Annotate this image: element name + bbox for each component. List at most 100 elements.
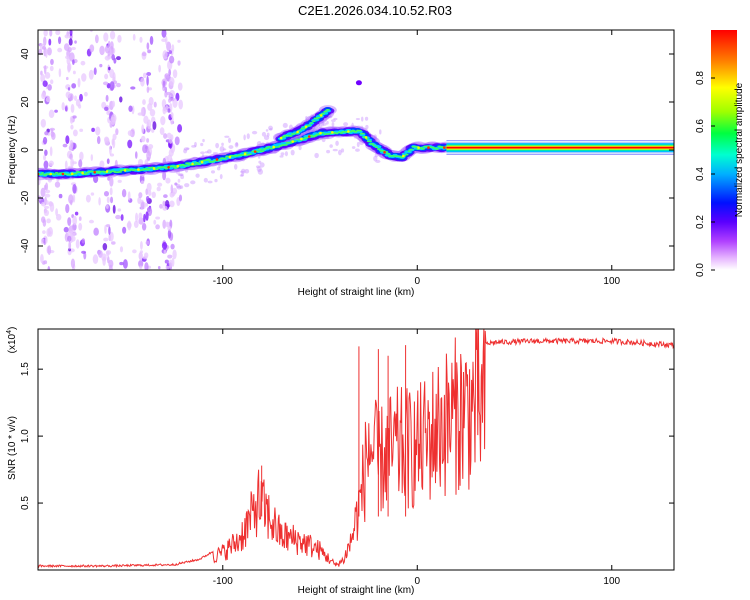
colorbar-label: Normalized spectral amplitude — [734, 82, 745, 217]
snr-x-ticks: -100 0 100 — [213, 329, 621, 587]
noise-dot — [96, 136, 101, 145]
halo-dot — [183, 148, 188, 154]
track-blob — [248, 153, 252, 156]
halo-dot — [355, 148, 360, 152]
halo-dot — [221, 142, 224, 146]
noise-dot — [117, 34, 122, 43]
noise-dot — [40, 253, 44, 264]
noise-dot — [104, 136, 109, 143]
noise-dot — [109, 81, 115, 91]
noise-dot — [54, 109, 58, 113]
x-tick-label: 100 — [603, 276, 620, 287]
halo-dot — [207, 180, 213, 184]
track-blob — [430, 146, 435, 149]
noise-dot — [168, 259, 173, 268]
noise-dot — [140, 135, 146, 143]
noise-dot — [161, 242, 168, 250]
track-hotspot — [49, 172, 53, 176]
track-blob — [194, 161, 199, 164]
noise-dot — [115, 56, 121, 61]
snr-line — [38, 329, 674, 569]
noise-dot — [169, 89, 175, 98]
track-blob — [376, 148, 381, 150]
noise-dot — [172, 249, 177, 260]
noise-dot — [174, 182, 178, 186]
noise-dot — [167, 226, 172, 231]
x-tick-label: -100 — [213, 576, 233, 587]
noise-dot — [169, 77, 175, 86]
track-blob — [170, 165, 176, 168]
noise-dot — [112, 138, 116, 149]
noise-dot — [72, 115, 77, 119]
track-hotspot — [253, 150, 257, 153]
noise-dot — [42, 80, 48, 87]
noise-dot — [168, 50, 173, 55]
noise-dot — [44, 193, 51, 198]
track-blob — [255, 150, 260, 153]
noise-dot — [50, 79, 54, 85]
spectrogram-y-ticks: -40 -20 0 20 40 — [20, 48, 674, 253]
noise-dot — [43, 36, 47, 47]
noise-dot — [109, 145, 112, 155]
noise-dot — [145, 195, 150, 202]
track-hotspot — [417, 146, 420, 149]
noise-dot — [69, 153, 73, 160]
noise-dot — [169, 55, 175, 64]
noise-dot — [43, 160, 49, 169]
noise-dot — [67, 64, 71, 73]
track-hotspot — [167, 165, 170, 169]
track-blob — [185, 162, 190, 165]
noise-dot — [45, 182, 49, 191]
noise-dot — [94, 34, 99, 44]
halo-dot — [240, 168, 246, 174]
noise-dot — [146, 150, 152, 161]
upper-branch — [272, 105, 337, 143]
noise-dot — [122, 226, 127, 234]
noise-dot — [109, 176, 114, 187]
spectrogram-x-ticks: -100 0 100 — [213, 30, 621, 287]
noise-dot — [65, 203, 70, 214]
noise-dot — [168, 94, 171, 99]
noise-dot — [44, 149, 48, 156]
halo-dot — [355, 117, 361, 121]
noise-dot — [95, 126, 101, 136]
halo-dot — [244, 169, 250, 174]
noise-dot — [69, 199, 73, 206]
noise-dot — [119, 96, 123, 103]
noise-dot — [178, 194, 183, 202]
noise-dot — [143, 115, 149, 124]
track-hotspot — [93, 171, 97, 174]
noise-dot — [161, 30, 167, 38]
halo-dot — [190, 180, 196, 185]
halo-dot — [240, 172, 245, 177]
noise-dot — [148, 97, 154, 106]
track-hotspot — [123, 169, 127, 172]
noise-dot — [40, 187, 46, 198]
noise-dot — [146, 86, 150, 94]
y-tick-label: 20 — [20, 96, 31, 108]
track-hotspot — [402, 154, 405, 158]
track-blob — [297, 129, 302, 132]
noise-dot — [162, 205, 168, 211]
noise-dot — [141, 222, 147, 231]
halo-dot — [326, 120, 329, 125]
halo-dot — [298, 145, 302, 151]
noise-dot — [49, 146, 53, 157]
noise-dot — [141, 52, 147, 57]
track-blob — [117, 171, 123, 173]
noise-dot — [48, 109, 55, 119]
noise-dot — [144, 252, 149, 259]
spectrogram-y-label: Frequency (Hz) — [7, 116, 18, 185]
halo-dot — [251, 130, 258, 135]
noise-dot — [169, 191, 175, 198]
track-blob — [407, 150, 411, 153]
noise-dot — [75, 239, 80, 249]
noise-dot — [46, 228, 51, 237]
noise-dot — [69, 30, 73, 37]
noise-dot — [89, 44, 95, 53]
noise-dot — [50, 58, 54, 65]
track-blob — [321, 131, 325, 134]
noise-dot — [61, 102, 65, 111]
noise-dot — [141, 124, 145, 134]
noise-dot — [104, 224, 107, 234]
